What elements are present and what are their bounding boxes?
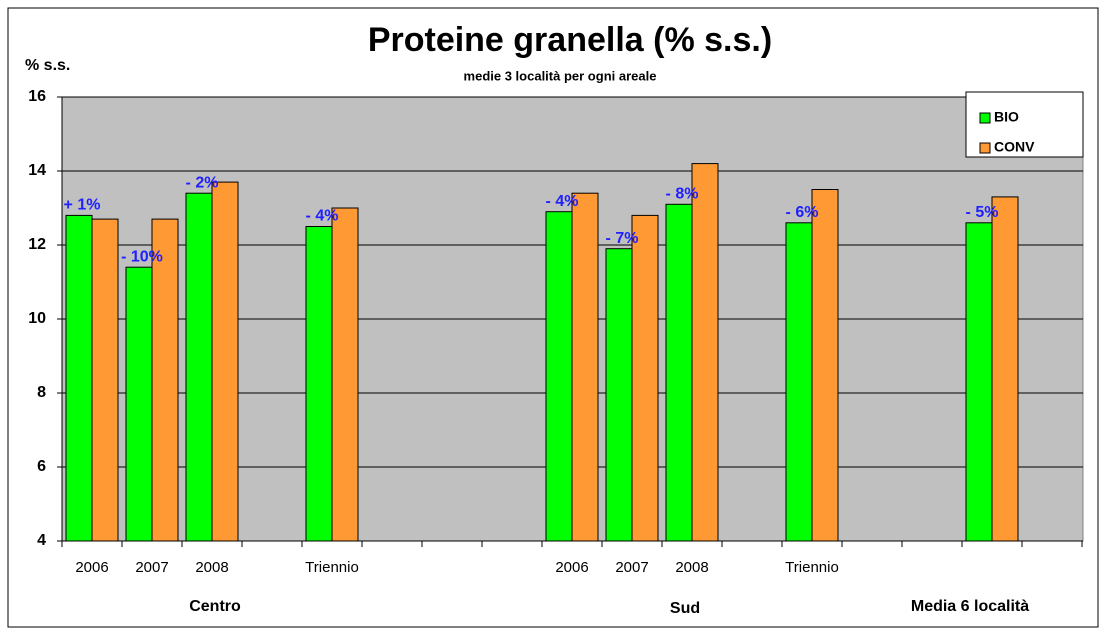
y-tick-label: 10: [28, 310, 46, 327]
group-label: Media 6 località: [911, 598, 1029, 615]
bar: [65, 214, 93, 542]
bar: [125, 266, 153, 542]
group-label: Sud: [670, 600, 700, 617]
y-tick-label: 8: [37, 384, 46, 401]
bar: [185, 192, 213, 542]
diff-label: - 2%: [186, 174, 219, 191]
bar: [691, 163, 719, 542]
chart-subtitle: medie 3 località per ogni areale: [464, 68, 657, 83]
y-tick-label: 14: [28, 162, 46, 179]
x-tick-label: 2007: [135, 559, 168, 576]
y-tick-label: 12: [28, 236, 46, 253]
chart-title: Proteine granella (% s.s.): [368, 21, 772, 59]
x-tick-label: Triennio: [785, 559, 839, 576]
legend-swatch: [979, 112, 991, 124]
bar: [811, 189, 839, 542]
legend-label: CONV: [994, 139, 1035, 155]
diff-label: - 5%: [966, 204, 999, 221]
x-tick-label: 2006: [75, 559, 108, 576]
y-axis-label: % s.s.: [25, 57, 70, 74]
diff-label: - 4%: [546, 193, 579, 210]
bar: [965, 222, 993, 542]
y-tick-label: 6: [37, 458, 46, 475]
x-tick-label: 2008: [195, 559, 228, 576]
bar: [545, 211, 573, 542]
bar: [305, 226, 333, 542]
diff-label: - 4%: [306, 208, 339, 225]
group-label: Centro: [189, 598, 241, 615]
diff-label: - 6%: [786, 204, 819, 221]
legend-label: BIO: [994, 109, 1019, 125]
diff-label: - 8%: [666, 186, 699, 203]
diff-label: - 10%: [121, 248, 163, 265]
y-tick-label: 16: [28, 88, 46, 105]
x-tick-label: 2007: [615, 559, 648, 576]
x-tick-label: Triennio: [305, 559, 359, 576]
bar: [665, 203, 693, 542]
bar: [631, 214, 659, 542]
x-tick-label: 2006: [555, 559, 588, 576]
bar: [785, 222, 813, 542]
legend-swatch: [979, 142, 991, 154]
y-tick-label: 4: [37, 532, 46, 549]
diff-label: + 1%: [64, 197, 101, 214]
bar: [151, 218, 179, 542]
bar: [91, 218, 119, 542]
bar: [331, 207, 359, 542]
bar: [605, 248, 633, 542]
x-tick-label: 2008: [675, 559, 708, 576]
bar: [991, 196, 1019, 542]
bar: [571, 192, 599, 542]
bar: [211, 181, 239, 542]
diff-label: - 7%: [606, 230, 639, 247]
